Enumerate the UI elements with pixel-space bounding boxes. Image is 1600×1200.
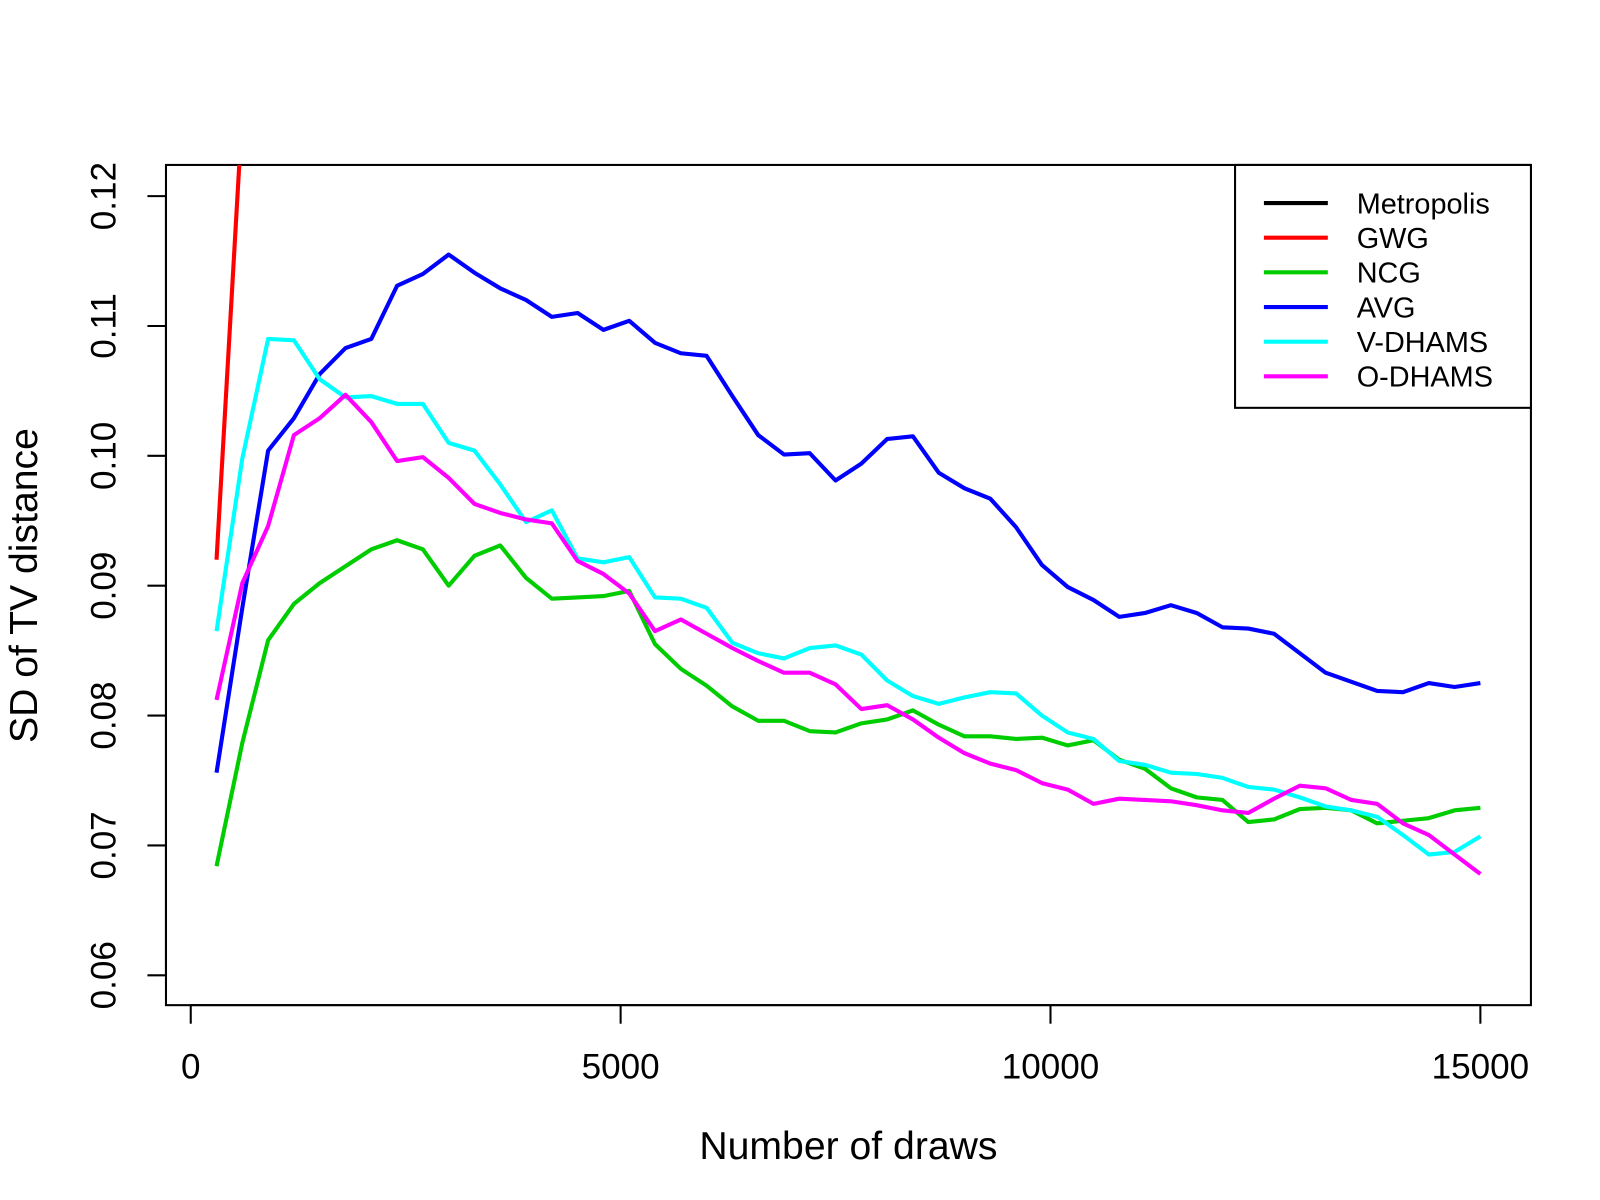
series-line [214,164,242,560]
legend-label: AVG [1357,292,1416,324]
x-tick-label: 0 [181,1047,201,1086]
legend-label: NCG [1357,258,1421,290]
y-tick-label: 0.11 [84,293,123,359]
series-line [214,252,1481,774]
legend-label: Metropolis [1357,188,1490,220]
legend-label: GWG [1357,223,1429,255]
x-tick-label: 5000 [582,1047,660,1086]
y-tick-label: 0.08 [84,681,123,749]
y-tick-label: 0.12 [84,162,123,230]
series-line [214,392,1482,876]
y-tick-label: 0.09 [84,552,123,620]
y-axis-label: SD of TV distance [3,428,46,743]
y-tick-label: 0.10 [84,422,123,490]
plot-area [214,164,1482,876]
y-tick-label: 0.07 [84,811,123,879]
x-tick-label: 15000 [1432,1047,1529,1086]
x-tick-label: 10000 [1002,1047,1099,1086]
legend-label: V-DHAMS [1357,327,1489,359]
y-tick-label: 0.06 [84,941,123,1009]
legend-label: O-DHAMS [1357,362,1493,394]
series-line [214,336,1482,857]
series-line [214,538,1481,867]
legend-box [1234,163,1532,409]
x-axis-label: Number of draws [699,1125,997,1168]
